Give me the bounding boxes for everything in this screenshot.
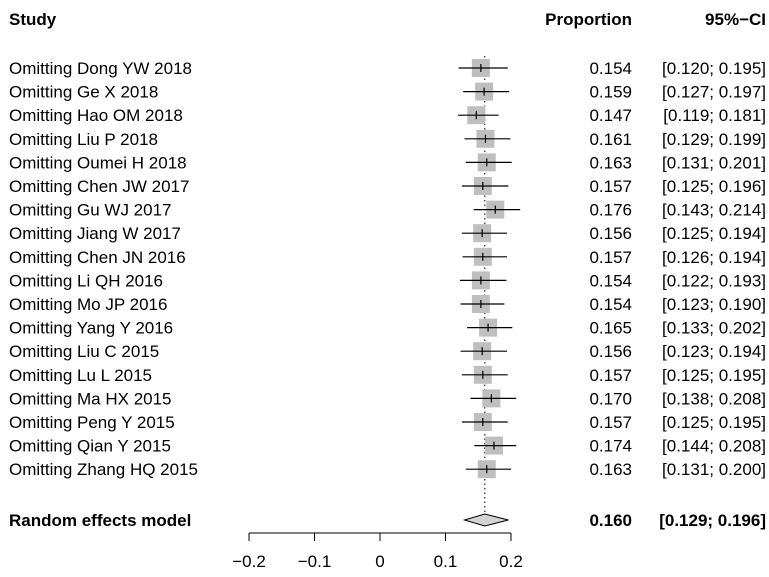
study-proportion: 0.159 bbox=[589, 83, 632, 102]
summary-row: Random effects model 0.160 [0.129; 0.196] bbox=[9, 511, 766, 530]
study-ci-text: [0.127; 0.197] bbox=[662, 83, 766, 102]
study-proportion: 0.154 bbox=[589, 59, 632, 78]
study-row: Omitting Gu WJ 2017 0.176 [0.143; 0.214] bbox=[9, 200, 766, 220]
study-row: Omitting Dong YW 2018 0.154 [0.120; 0.195] bbox=[9, 59, 766, 78]
study-label: Omitting Jiang W 2017 bbox=[9, 224, 181, 243]
study-ci-text: [0.131; 0.200] bbox=[662, 460, 766, 479]
study-ci-text: [0.138; 0.208] bbox=[662, 389, 766, 408]
study-row: Omitting Yang Y 2016 0.165 [0.133; 0.202] bbox=[9, 318, 766, 338]
study-label: Omitting Gu WJ 2017 bbox=[9, 201, 172, 220]
study-proportion: 0.157 bbox=[589, 248, 632, 267]
summary-ci-text: [0.129; 0.196] bbox=[659, 511, 766, 530]
study-ci-text: [0.119; 0.181] bbox=[663, 106, 766, 125]
study-label: Omitting Liu C 2015 bbox=[9, 342, 159, 361]
study-row: Omitting Li QH 2016 0.154 [0.122; 0.193] bbox=[9, 271, 766, 290]
study-ci-text: [0.133; 0.202] bbox=[662, 319, 766, 338]
study-label: Omitting Zhang HQ 2015 bbox=[9, 460, 198, 479]
study-proportion: 0.156 bbox=[589, 224, 632, 243]
study-ci-text: [0.129; 0.199] bbox=[662, 130, 766, 149]
study-proportion: 0.170 bbox=[589, 389, 632, 408]
summary-label: Random effects model bbox=[9, 511, 191, 530]
study-label: Omitting Mo JP 2016 bbox=[9, 295, 167, 314]
axis-tick-label: −0.1 bbox=[298, 552, 332, 571]
header-proportion: Proportion bbox=[545, 10, 632, 29]
study-label: Omitting Ma HX 2015 bbox=[9, 389, 172, 408]
axis-tick-label: 0.1 bbox=[434, 552, 458, 571]
study-label: Omitting Chen JN 2016 bbox=[9, 248, 186, 267]
study-proportion: 0.157 bbox=[589, 413, 632, 432]
study-ci-text: [0.123; 0.190] bbox=[662, 295, 766, 314]
study-label: Omitting Dong YW 2018 bbox=[9, 59, 192, 78]
study-row: Omitting Ma HX 2015 0.170 [0.138; 0.208] bbox=[9, 389, 766, 408]
axis-tick-label: 0 bbox=[375, 552, 384, 571]
study-row: Omitting Hao OM 2018 0.147 [0.119; 0.181] bbox=[9, 106, 766, 125]
study-row: Omitting Chen JW 2017 0.157 [0.125; 0.196] bbox=[9, 177, 766, 196]
study-row: Omitting Qian Y 2015 0.174 [0.144; 0.208] bbox=[9, 436, 766, 456]
study-label: Omitting Hao OM 2018 bbox=[9, 106, 183, 125]
study-proportion: 0.147 bbox=[589, 106, 632, 125]
header-ci: 95%−CI bbox=[705, 10, 766, 29]
study-ci-text: [0.125; 0.196] bbox=[662, 177, 766, 196]
study-label: Omitting Ge X 2018 bbox=[9, 83, 158, 102]
study-label: Omitting Li QH 2016 bbox=[9, 271, 163, 290]
study-proportion: 0.154 bbox=[589, 295, 632, 314]
header-study: Study bbox=[9, 10, 57, 29]
study-ci-text: [0.131; 0.201] bbox=[662, 153, 766, 172]
summary-proportion: 0.160 bbox=[589, 511, 632, 530]
study-row: Omitting Lu L 2015 0.157 [0.125; 0.195] bbox=[9, 365, 766, 385]
study-proportion: 0.163 bbox=[589, 153, 632, 172]
study-label: Omitting Qian Y 2015 bbox=[9, 437, 171, 456]
study-row: Omitting Oumei H 2018 0.163 [0.131; 0.201] bbox=[9, 153, 766, 172]
study-label: Omitting Chen JW 2017 bbox=[9, 177, 189, 196]
study-ci-text: [0.122; 0.193] bbox=[662, 271, 766, 290]
study-row: Omitting Liu P 2018 0.161 [0.129; 0.199] bbox=[9, 129, 766, 149]
study-ci-text: [0.120; 0.195] bbox=[662, 59, 766, 78]
study-proportion: 0.161 bbox=[589, 130, 632, 149]
study-label: Omitting Liu P 2018 bbox=[9, 130, 158, 149]
study-row: Omitting Liu C 2015 0.156 [0.123; 0.194] bbox=[9, 342, 766, 361]
study-row: Omitting Chen JN 2016 0.157 [0.126; 0.194] bbox=[9, 248, 766, 267]
study-proportion: 0.157 bbox=[589, 366, 632, 385]
study-row: Omitting Jiang W 2017 0.156 [0.125; 0.194] bbox=[9, 224, 766, 243]
study-row: Omitting Mo JP 2016 0.154 [0.123; 0.190] bbox=[9, 295, 766, 314]
study-label: Omitting Yang Y 2016 bbox=[9, 319, 173, 338]
study-ci-text: [0.125; 0.195] bbox=[662, 413, 766, 432]
summary-diamond bbox=[462, 513, 509, 527]
study-row: Omitting Ge X 2018 0.159 [0.127; 0.197] bbox=[9, 82, 766, 102]
study-ci-text: [0.125; 0.195] bbox=[662, 366, 766, 385]
study-proportion: 0.154 bbox=[589, 271, 632, 290]
study-ci-text: [0.143; 0.214] bbox=[662, 201, 766, 220]
study-row: Omitting Peng Y 2015 0.157 [0.125; 0.195] bbox=[9, 413, 766, 432]
study-proportion: 0.157 bbox=[589, 177, 632, 196]
study-proportion: 0.176 bbox=[589, 201, 632, 220]
study-ci-text: [0.123; 0.194] bbox=[662, 342, 766, 361]
study-label: Omitting Oumei H 2018 bbox=[9, 153, 187, 172]
study-ci-text: [0.125; 0.194] bbox=[662, 224, 766, 243]
axis-tick-label: 0.2 bbox=[499, 552, 523, 571]
study-ci-text: [0.126; 0.194] bbox=[662, 248, 766, 267]
study-proportion: 0.165 bbox=[589, 319, 632, 338]
study-proportion: 0.156 bbox=[589, 342, 632, 361]
study-ci-text: [0.144; 0.208] bbox=[662, 437, 766, 456]
x-axis: −0.2 −0.1 0 0.1 0.2 bbox=[232, 532, 523, 571]
axis-tick-label: −0.2 bbox=[232, 552, 266, 571]
study-row: Omitting Zhang HQ 2015 0.163 [0.131; 0.200… bbox=[9, 460, 766, 479]
study-proportion: 0.163 bbox=[589, 460, 632, 479]
study-rows: Omitting Dong YW 2018 0.154 [0.120; 0.195]… bbox=[9, 56, 766, 514]
study-proportion: 0.174 bbox=[589, 437, 632, 456]
study-label: Omitting Lu L 2015 bbox=[9, 366, 152, 385]
study-label: Omitting Peng Y 2015 bbox=[9, 413, 175, 432]
